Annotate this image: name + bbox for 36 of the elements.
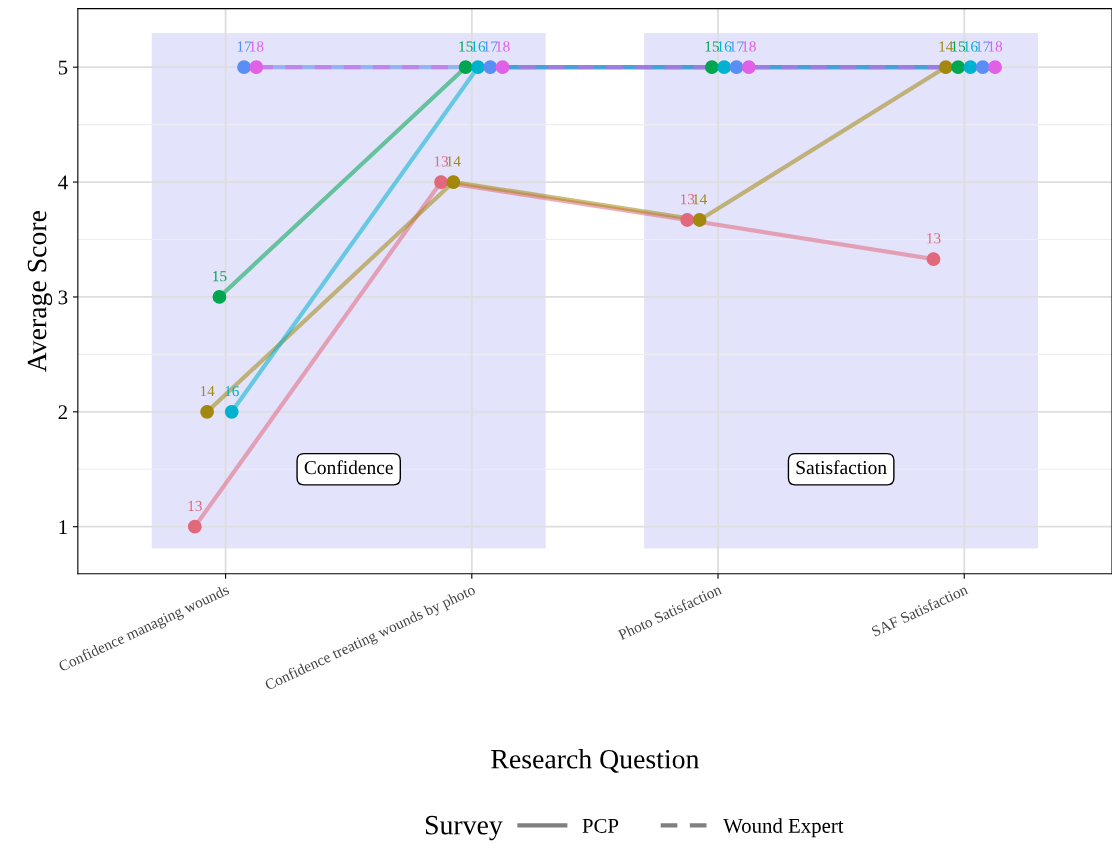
text: 18 [250,41,264,52]
series-label: 18 [496,41,510,52]
y-tick-label: 2 [58,405,67,420]
y-tick-label: 4 [58,175,68,190]
text: 17 [237,41,252,52]
text: 17 [483,41,498,52]
series-label: 15 [213,271,227,282]
text: 13 [680,194,695,205]
y-tick-label: 1 [59,520,67,534]
band-label: Satisfaction [796,460,887,475]
series-label: 13 [188,500,202,512]
text: 17 [976,41,990,52]
text: 16 [471,41,486,52]
legend-label: PCP [582,818,619,833]
text: 14 [693,194,707,205]
y-tick-label: 3 [58,290,68,305]
text: 13 [434,156,449,167]
text: 15 [951,41,966,52]
x-axis-title: Research Question [491,749,700,773]
series-label: 17 [730,41,744,52]
legend-label: Wound Expert [723,818,844,838]
text: 14 [447,156,461,167]
y-tick-label: 5 [58,60,68,75]
text: 15 [459,41,473,52]
y-axis-title: Average Score [27,211,53,373]
text: 18 [988,41,1003,52]
text: 18 [742,41,756,52]
text: 14 [939,41,954,52]
series-label: 14 [200,385,215,397]
series-label: 16 [225,385,239,397]
text: 13 [927,233,941,244]
text: 15 [705,41,719,52]
band-label: Confidence [304,460,393,475]
text: 16 [717,41,732,52]
text: 16 [964,41,978,52]
legend-title: Survey [425,815,503,841]
